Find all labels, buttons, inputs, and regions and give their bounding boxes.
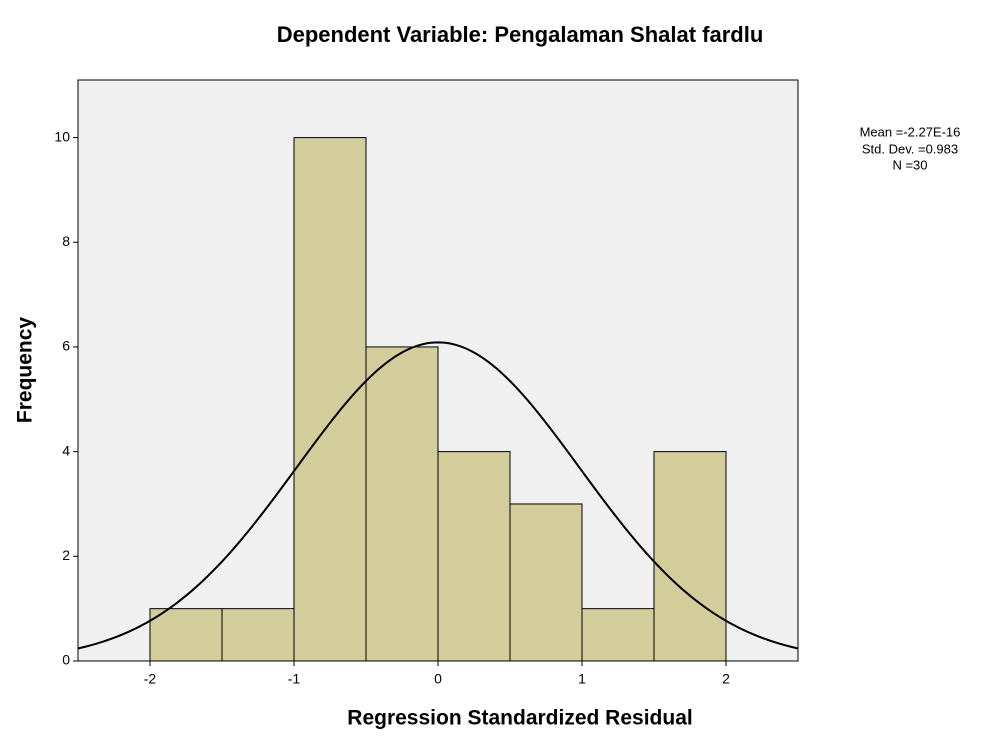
- x-tick-label: -1: [288, 671, 301, 687]
- x-tick-label: 2: [722, 671, 730, 687]
- chart-title: Dependent Variable: Pengalaman Shalat fa…: [277, 22, 764, 47]
- y-tick-label: 2: [62, 547, 70, 563]
- y-tick-label: 10: [54, 128, 70, 144]
- x-tick-label: 1: [578, 671, 586, 687]
- bar: [581, 608, 655, 662]
- y-tick-label: 8: [62, 233, 70, 249]
- y-tick-label: 0: [62, 652, 70, 668]
- mean-note: Mean =-2.27E-16: [860, 124, 961, 139]
- bar: [653, 451, 727, 662]
- bar: [437, 451, 511, 662]
- bar: [509, 503, 583, 662]
- x-axis-label: Regression Standardized Residual: [347, 707, 692, 730]
- x-tick-label: -2: [144, 671, 157, 687]
- std-note: Std. Dev. =0.983: [862, 141, 958, 156]
- y-axis-label: Frequency: [14, 317, 37, 424]
- y-tick-label: 4: [62, 442, 70, 458]
- y-tick-label: 6: [62, 338, 70, 354]
- bar: [221, 608, 295, 662]
- bar: [149, 608, 223, 662]
- bar: [293, 137, 367, 662]
- bar: [365, 346, 439, 662]
- n-note: N =30: [892, 157, 927, 172]
- x-tick-label: 0: [434, 671, 442, 687]
- normal-curve: [77, 341, 799, 650]
